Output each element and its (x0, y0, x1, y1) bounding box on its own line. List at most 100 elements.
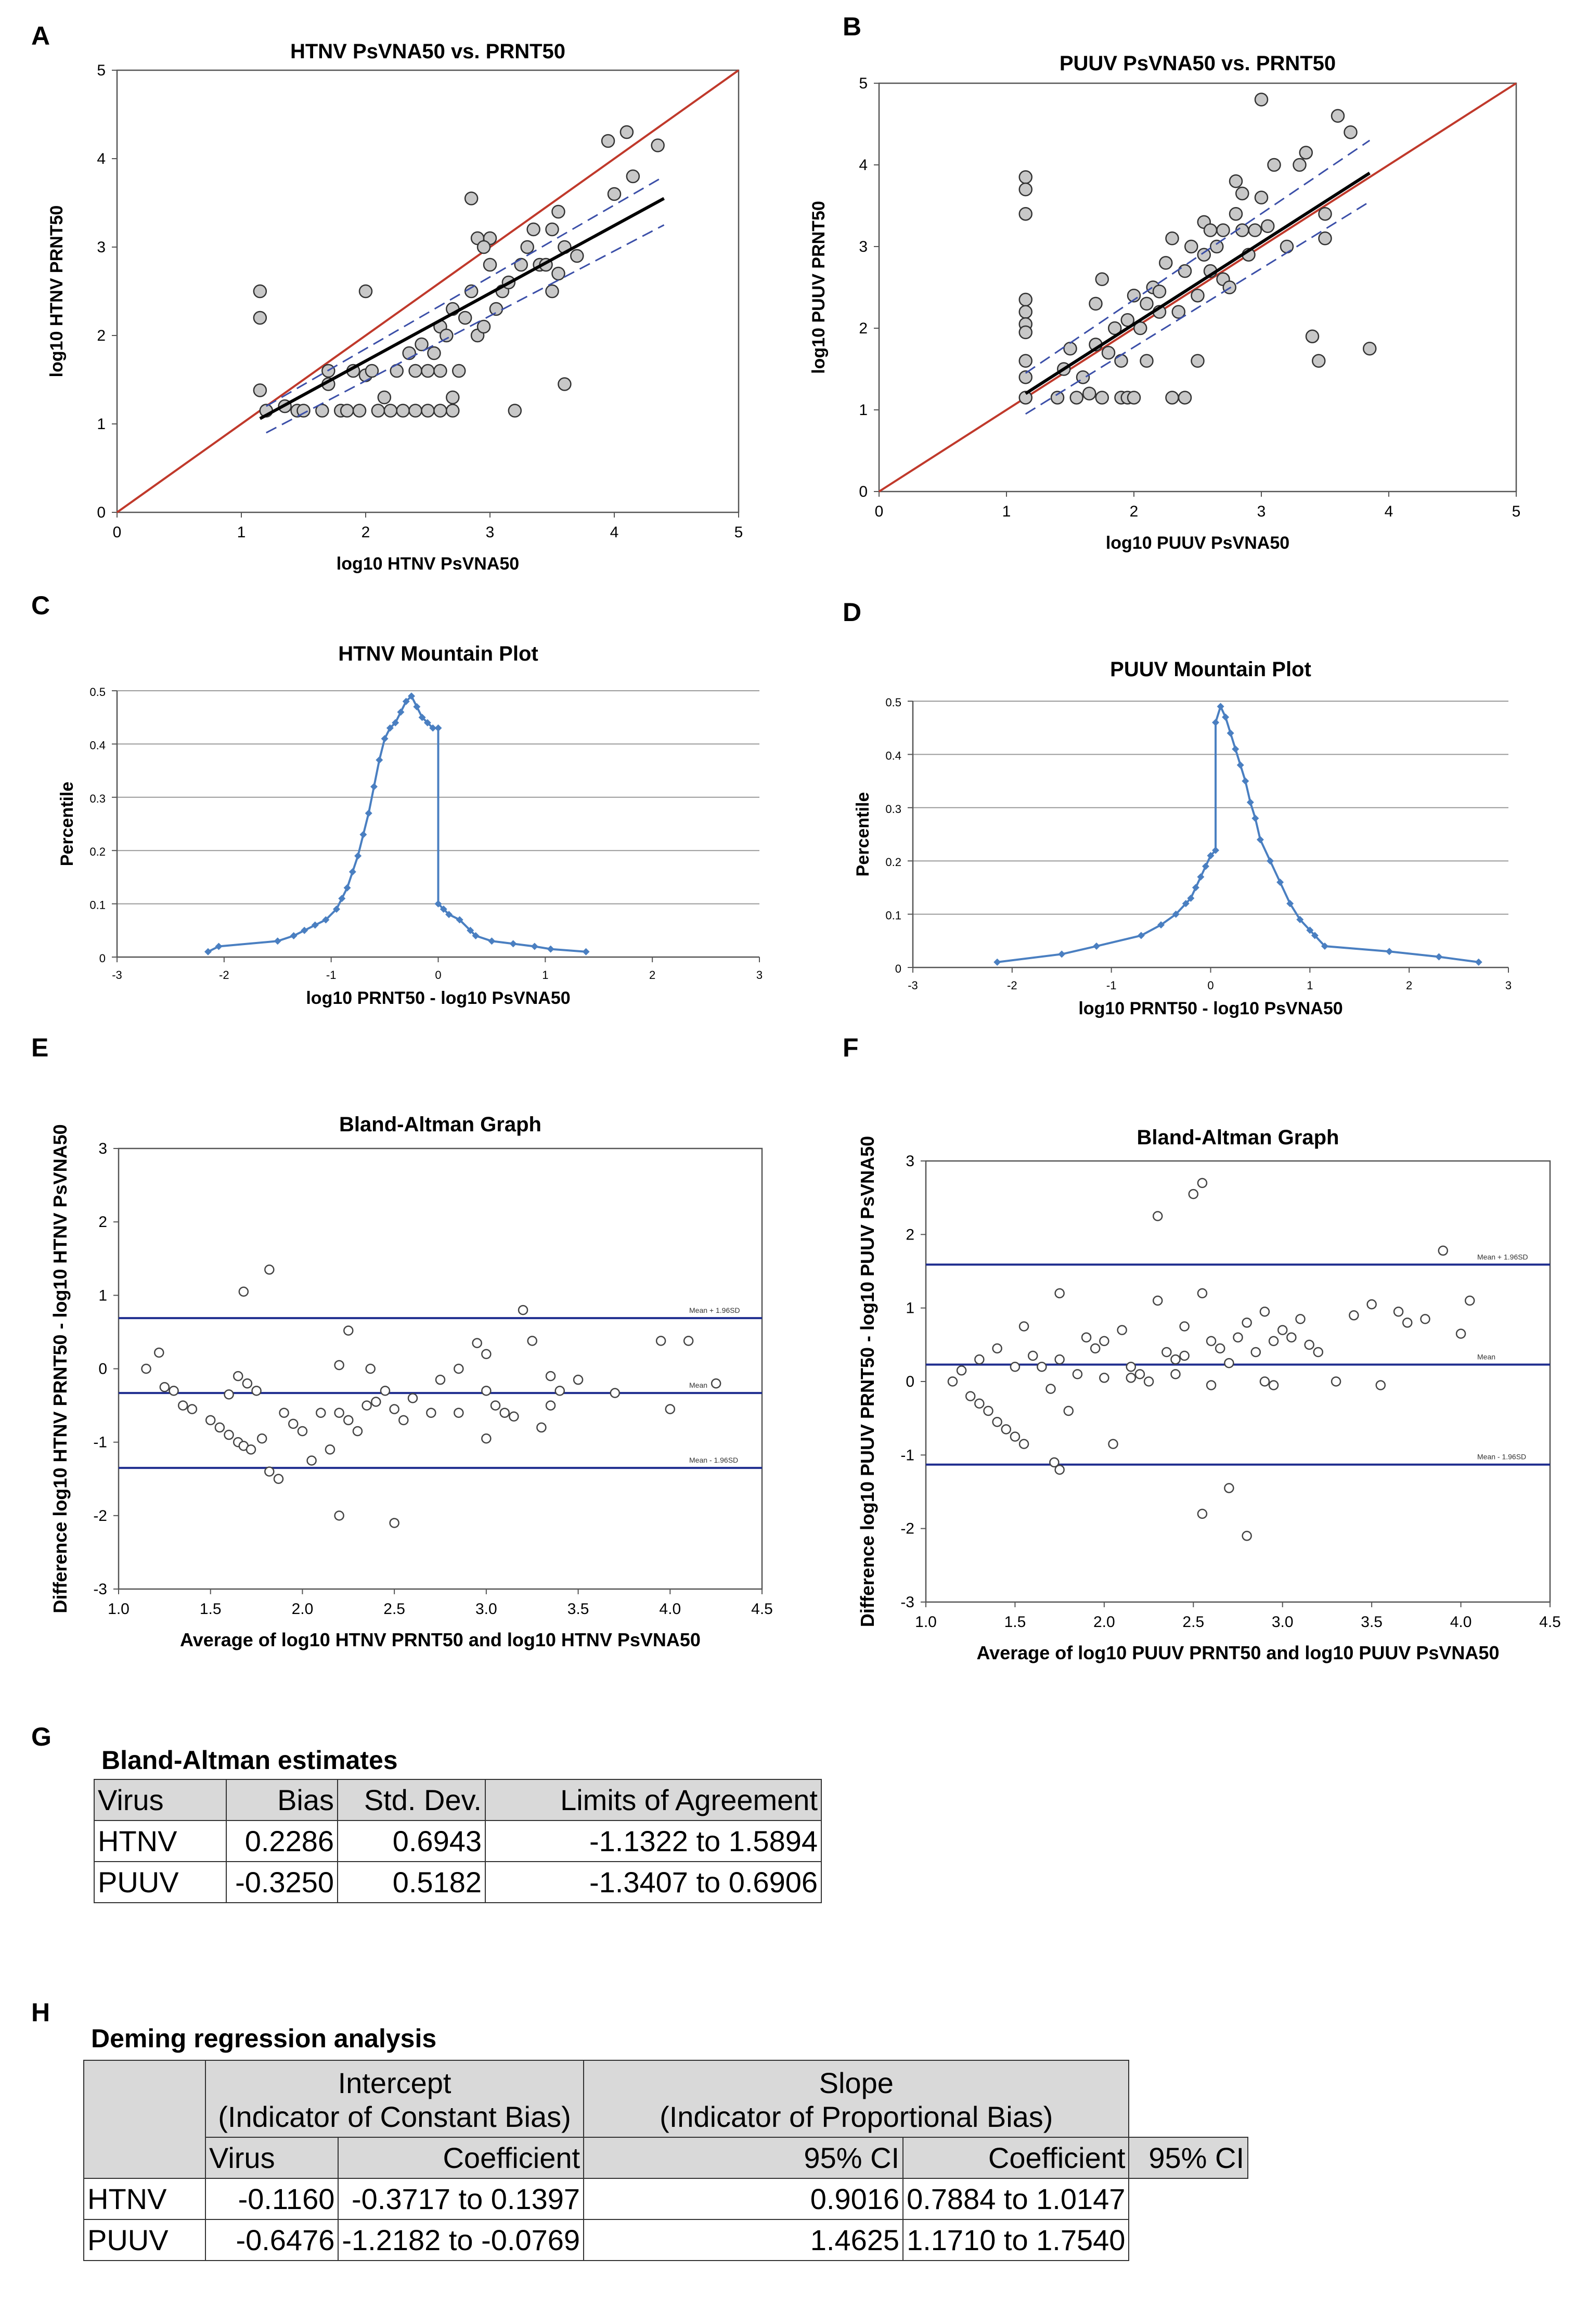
mountain-point (311, 921, 319, 929)
mountain-point (1137, 932, 1145, 939)
x-tick-label: 4.5 (1539, 1613, 1561, 1631)
table-header-row: Virus Bias Std. Dev. Limits of Agreement (94, 1779, 822, 1821)
bland-altman-line-label: Mean - 1.96SD (1477, 1453, 1526, 1461)
data-point (520, 240, 534, 254)
x-axis-label: Average of log10 PUUV PRNT50 and log10 P… (977, 1642, 1500, 1663)
mountain-point (1286, 900, 1294, 908)
data-point (358, 284, 373, 299)
data-point (490, 1400, 501, 1411)
plot-frame (925, 1160, 1551, 1603)
data-point (264, 1466, 275, 1477)
y-tick-label: 2 (906, 1226, 914, 1243)
header-std-dev: Std. Dev. (337, 1779, 486, 1821)
cell-bias: 0.2286 (226, 1820, 338, 1862)
data-point (1171, 305, 1185, 319)
mountain-point (290, 932, 298, 940)
mountain-point (1251, 815, 1259, 822)
mountain-point (274, 937, 281, 945)
y-tick-label: -3 (93, 1581, 107, 1598)
data-point (1099, 1336, 1109, 1347)
data-point (545, 284, 559, 299)
cell-intercept-coefficient: -0.1160 (204, 2178, 339, 2220)
mountain-point (1222, 713, 1230, 721)
panel-letter-d: D (843, 598, 862, 627)
data-point (1197, 1508, 1208, 1519)
data-point (1054, 1288, 1065, 1299)
data-point (518, 1305, 528, 1315)
ci-lower-line (1025, 201, 1371, 415)
data-point (452, 364, 466, 378)
data-point (1010, 1431, 1021, 1442)
y-tick-label: 0 (98, 1361, 107, 1378)
chart-title: PUUV PsVNA50 vs. PRNT50 (1060, 52, 1336, 75)
data-point (1037, 1361, 1047, 1372)
cell-limits: -1.1322 to 1.5894 (485, 1820, 822, 1862)
data-point (1184, 239, 1198, 254)
data-point (1402, 1318, 1413, 1328)
data-point (1344, 125, 1358, 139)
mountain-point (204, 948, 212, 956)
mountain-point (376, 756, 383, 764)
data-point (1170, 1369, 1181, 1379)
x-tick-label: 2.5 (1182, 1613, 1204, 1631)
data-point (1108, 1439, 1118, 1449)
data-point (711, 1378, 721, 1389)
data-point (1259, 1376, 1270, 1387)
data-point (389, 1404, 399, 1414)
mountain-point (467, 926, 474, 934)
x-tick-label: 4 (1385, 503, 1393, 520)
x-tick-label: 2.0 (292, 1600, 314, 1618)
data-point (256, 1433, 267, 1444)
data-point (545, 222, 559, 237)
data-point (1152, 285, 1167, 299)
data-point (421, 364, 435, 378)
data-point (1143, 1376, 1154, 1387)
data-point (1027, 1350, 1038, 1361)
y-tick-label: 0.5 (89, 686, 106, 699)
cell-virus: HTNV (94, 1820, 227, 1862)
header-slope: Slope (Indicator of Proportional Bias) (583, 2060, 1130, 2137)
data-point (536, 1422, 547, 1433)
x-axis-label: Average of log10 HTNV PRNT50 and log10 H… (180, 1629, 701, 1650)
y-tick-label: 2 (97, 327, 106, 344)
data-point (334, 1510, 344, 1521)
data-point (224, 1389, 234, 1400)
x-tick-label: 4.0 (659, 1600, 681, 1618)
plot-frame (878, 82, 1517, 493)
header-slope-label: Slope (819, 2067, 894, 2099)
data-point (1420, 1314, 1430, 1324)
data-point (279, 1408, 289, 1418)
chart-a-htnv-scatter: HTNV PsVNA50 vs. PRNT50 0 1 2 3 4 5 0 1 2 3 4 5 log10… (47, 40, 743, 574)
mountain-point (1172, 910, 1180, 918)
data-point (1010, 1361, 1021, 1372)
data-point (665, 1404, 676, 1414)
table-row: PUUV -0.6476 -1.2182 to -0.0769 1.4625 1… (83, 2219, 1248, 2261)
data-point (253, 284, 267, 299)
chart-d-puuv-mountain: PUUV Mountain Plot -3 -2 -1 0 1 2 3 0 0.1 0.2 0.3 0.… (853, 658, 1512, 1018)
data-point (1081, 1332, 1092, 1342)
y-tick-label: 0.4 (885, 749, 901, 762)
data-point (1095, 391, 1109, 405)
data-point (1197, 1178, 1208, 1189)
data-point (154, 1347, 164, 1358)
mountain-point (582, 948, 590, 956)
y-tick-label: 3 (97, 239, 106, 256)
table-header-row: Virus Coefficient 95% CI Coefficient 95%… (84, 2137, 1248, 2179)
x-tick-label: -1 (1106, 979, 1117, 992)
mountain-point (531, 942, 538, 950)
data-point (1318, 206, 1332, 221)
mountain-point (386, 724, 394, 732)
data-point (1054, 1354, 1065, 1365)
y-tick-label: 0.5 (885, 696, 901, 709)
data-point (383, 404, 398, 418)
data-point (1063, 1405, 1074, 1416)
data-point (1215, 1343, 1225, 1354)
data-point (1438, 1245, 1449, 1256)
mountain-point (434, 900, 442, 908)
header-intercept: Intercept (Indicator of Constant Bias) (204, 2060, 585, 2137)
x-tick-label: 4.0 (1450, 1613, 1472, 1631)
data-point (1133, 321, 1147, 335)
mountain-point (456, 916, 463, 924)
mountain-point (332, 905, 340, 913)
data-point (947, 1376, 958, 1387)
